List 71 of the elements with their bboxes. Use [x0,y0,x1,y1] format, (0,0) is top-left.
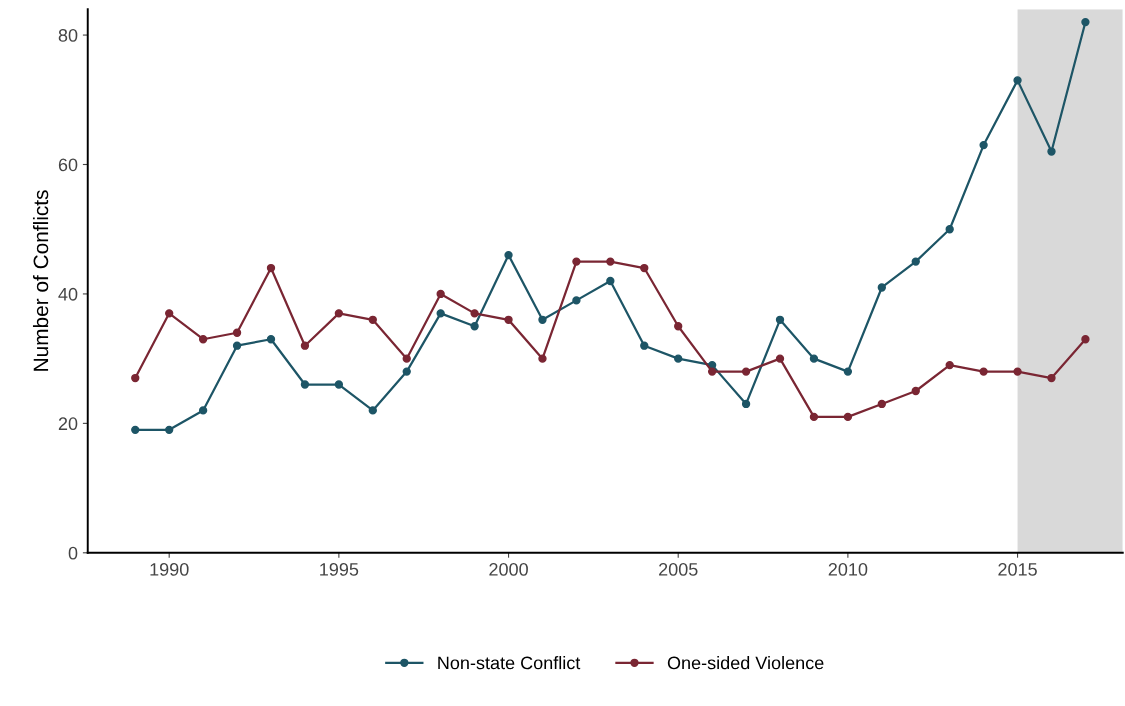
point [1047,373,1056,383]
y-tick-label: 0 [68,546,78,560]
point [165,425,174,435]
point [877,399,886,409]
point [436,289,445,299]
point [945,360,954,370]
x-tick-label: 2015 [998,563,1037,576]
x-tick-label: 2005 [659,563,698,576]
point [707,367,717,376]
point [640,341,649,350]
point [538,354,547,363]
point [911,386,920,396]
point [674,354,683,363]
point [911,257,920,266]
point [843,367,853,376]
point [606,276,615,286]
point [741,367,751,376]
point [232,328,242,337]
y-tick-label: 40 [58,287,78,301]
y-tick-label: 80 [58,29,78,42]
point [775,315,785,324]
point [1081,17,1090,27]
point [945,225,954,234]
legend-label: One-sided Violence [667,656,824,670]
point [979,367,988,376]
point [470,309,479,318]
y-tick-label: 60 [58,158,78,172]
y-axis-title: Number of Conflicts [32,190,49,371]
x-tick-label: 1995 [320,563,359,576]
point [232,341,242,350]
point [368,315,377,324]
point [809,412,819,422]
point [165,309,174,318]
point [775,354,785,363]
point [402,367,411,376]
point [1047,147,1056,156]
point [843,412,853,422]
point [877,283,886,292]
point [504,250,513,260]
x-tick-label: 1990 [150,563,189,576]
point [674,322,683,331]
point [470,322,479,331]
point [1013,367,1022,376]
point [504,315,513,324]
point [538,315,547,324]
x-tick-label: 2000 [489,563,528,576]
point [131,373,140,383]
point [572,257,581,266]
point [640,263,649,273]
point [436,309,445,318]
point [606,257,615,266]
point [809,354,819,363]
point [334,309,344,318]
point [741,399,751,409]
point [1081,335,1090,344]
point [266,335,276,344]
point [198,406,208,415]
point [402,354,411,363]
y-tick-label: 20 [58,417,78,431]
point [198,335,208,344]
point [131,425,140,435]
point [300,341,310,350]
point [300,380,310,389]
point [572,296,581,305]
x-tick-label: 2010 [828,563,868,576]
point [1013,76,1022,85]
point [266,263,276,273]
point [368,406,377,415]
legend-label: Non-state Conflict [438,656,581,670]
point [334,380,344,389]
point [979,140,988,150]
